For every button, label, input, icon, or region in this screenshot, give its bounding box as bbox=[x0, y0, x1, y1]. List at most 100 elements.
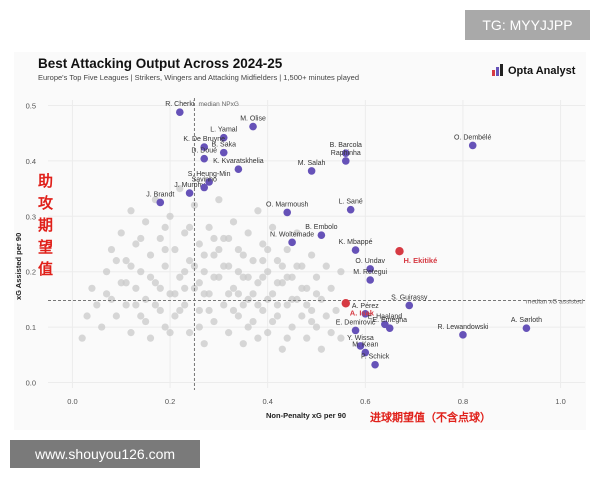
background-point bbox=[176, 185, 184, 193]
background-point bbox=[288, 295, 296, 303]
background-point bbox=[254, 279, 262, 287]
background-point bbox=[268, 317, 277, 326]
background-point bbox=[161, 262, 169, 270]
labelled-point bbox=[156, 198, 165, 207]
background-point bbox=[264, 268, 272, 276]
point-label: K. Kvaratskhelia bbox=[213, 158, 264, 165]
background-point bbox=[249, 290, 257, 298]
background-point bbox=[176, 306, 184, 315]
background-points bbox=[78, 185, 345, 353]
y-tick-label: 0.4 bbox=[26, 157, 36, 166]
background-point bbox=[298, 284, 306, 292]
background-point bbox=[312, 323, 321, 331]
point-label: L. Sané bbox=[339, 199, 363, 206]
background-point bbox=[127, 207, 135, 215]
background-point bbox=[127, 329, 135, 337]
background-point bbox=[195, 306, 203, 315]
background-point bbox=[283, 273, 291, 281]
background-point bbox=[156, 284, 164, 292]
background-point bbox=[215, 245, 223, 254]
x-tick-label: 0.8 bbox=[458, 397, 468, 406]
brand-name: Opta Analyst bbox=[508, 65, 576, 77]
point-label: O. Marmoush bbox=[266, 201, 309, 208]
background-point bbox=[303, 334, 311, 342]
background-point bbox=[195, 323, 203, 331]
point-label: N. Woltemade bbox=[270, 231, 314, 238]
background-point bbox=[225, 234, 233, 243]
point-label: Raphinha bbox=[331, 150, 361, 157]
chart-title: Best Attacking Output Across 2024-25 bbox=[38, 56, 283, 71]
background-point bbox=[249, 257, 257, 265]
labelled-point bbox=[522, 324, 531, 332]
background-point bbox=[322, 262, 330, 270]
labelled-point bbox=[249, 122, 257, 131]
background-point bbox=[181, 284, 189, 292]
labelled-point bbox=[341, 149, 350, 157]
background-point bbox=[283, 334, 291, 342]
background-point bbox=[200, 251, 208, 259]
labelled-point bbox=[356, 342, 365, 350]
highlighted-points: H. Ekitiké A. Isak bbox=[341, 247, 437, 317]
point-label: K. Mbappé bbox=[339, 239, 373, 246]
background-point bbox=[166, 329, 174, 337]
background-point bbox=[195, 240, 203, 248]
labelled-point bbox=[459, 331, 467, 339]
background-point bbox=[137, 234, 145, 243]
labelled-point bbox=[200, 154, 209, 163]
labelled-point bbox=[200, 143, 209, 151]
cn-x-annotation: 进球期望值（不含点球） bbox=[370, 411, 491, 424]
point-label: B. Embolo bbox=[305, 224, 337, 231]
labelled-point bbox=[371, 360, 379, 369]
labelled-point bbox=[234, 165, 243, 174]
background-point bbox=[132, 301, 140, 309]
background-point bbox=[78, 334, 86, 342]
cn-y-annotation: 助攻期望值 bbox=[38, 172, 54, 278]
background-point bbox=[102, 268, 111, 276]
highlighted-label: A. Isak bbox=[350, 308, 375, 317]
highlighted-label: H. Ekitiké bbox=[403, 256, 437, 265]
background-point bbox=[142, 317, 150, 326]
background-point bbox=[268, 223, 277, 231]
background-point bbox=[244, 323, 252, 331]
point-label: R. Cherki bbox=[165, 101, 195, 108]
x-tick-label: 0.4 bbox=[262, 397, 272, 406]
background-point bbox=[308, 306, 316, 315]
point-label: P. Schick bbox=[361, 354, 390, 361]
background-point bbox=[156, 234, 164, 243]
labelled-point bbox=[176, 108, 184, 116]
background-point bbox=[142, 295, 150, 303]
point-label: R. Lewandowski bbox=[437, 324, 488, 331]
point-label: E. Emegha bbox=[372, 317, 407, 324]
background-point bbox=[283, 301, 291, 309]
background-point bbox=[254, 334, 262, 342]
point-label: O. Dembélé bbox=[454, 134, 491, 141]
background-point bbox=[303, 301, 311, 309]
point-label: A. Sørloth bbox=[511, 317, 542, 324]
labelled-point bbox=[307, 167, 316, 175]
background-point bbox=[249, 317, 257, 326]
background-point bbox=[102, 290, 111, 298]
background-point bbox=[254, 207, 262, 215]
background-point bbox=[229, 218, 238, 226]
background-point bbox=[171, 245, 179, 254]
background-point bbox=[312, 290, 321, 298]
x-axis-label: Non-Penalty xG per 90 bbox=[266, 411, 347, 420]
point-label: J. Murphy bbox=[174, 182, 205, 189]
y-tick-label: 0.3 bbox=[26, 212, 36, 221]
highlighted-point bbox=[395, 247, 404, 256]
point-label: D. Doué bbox=[191, 148, 217, 155]
background-point bbox=[142, 218, 150, 226]
background-point bbox=[327, 284, 335, 292]
background-point bbox=[273, 312, 282, 320]
point-label: A. Pérez bbox=[352, 303, 379, 310]
y-tick-label: 0.1 bbox=[26, 323, 36, 332]
labelled-point bbox=[346, 205, 355, 214]
brand-logo: Opta Analyst bbox=[492, 64, 575, 79]
background-point bbox=[234, 268, 242, 276]
background-point bbox=[176, 273, 184, 281]
background-point bbox=[151, 301, 159, 309]
opta-logo-icon bbox=[492, 64, 506, 79]
x-tick-label: 0.6 bbox=[360, 397, 370, 406]
background-point bbox=[259, 257, 267, 265]
